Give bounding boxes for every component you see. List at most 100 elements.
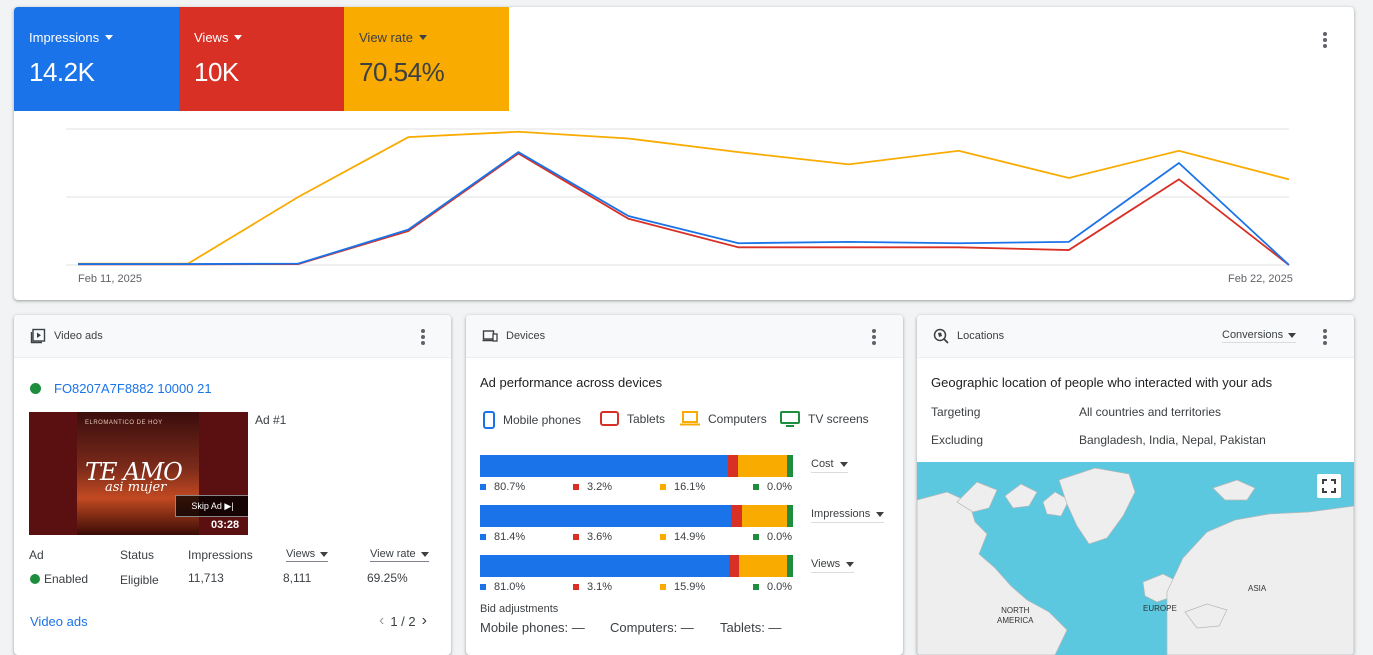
video-ads-link[interactable]: Video ads [30,614,88,629]
chevron-left-icon[interactable]: ‹ [379,612,385,629]
device-percent: 3.2% [573,481,612,493]
chevron-right-icon[interactable]: › [421,612,427,629]
views-sort-header[interactable]: Views [286,548,329,562]
device-percent: 3.6% [573,531,612,543]
device-bar-views [480,555,793,577]
device-percent: 0.0% [753,531,792,543]
more-options-icon[interactable] [1315,324,1335,348]
fullscreen-button[interactable] [1317,474,1341,498]
dropdown-value: Impressions [811,508,871,520]
view-rate-metric-tab[interactable]: View rate 70.54% [344,7,509,111]
devices-heading: Ad performance across devices [480,375,663,390]
overview-card: Impressions 14.2K Views 10K View rate 70… [14,7,1354,300]
pager: ‹ 1 / 2 › [379,612,427,630]
status-dot-icon [30,383,41,394]
locations-card: Locations Conversions Geographic locatio… [917,315,1354,655]
bar-segment-mobile-phone [480,505,731,527]
device-percent: 3.1% [573,581,612,593]
metric-value: 70.54% [359,57,445,87]
device-bar-cost [480,455,793,477]
metric-label: Impressions [29,30,100,45]
more-options-icon[interactable] [413,324,433,348]
legend-square-icon [573,584,579,590]
locations-header: Locations Conversions [917,315,1354,358]
device-percent: 81.4% [480,531,525,543]
metric-dropdown-cost[interactable]: Cost [811,458,848,473]
series-line-views [78,152,1290,266]
fullscreen-icon [1322,479,1336,493]
world-map-land [917,467,1354,655]
dropdown-value: Cost [811,458,834,470]
caret-down-icon [846,561,855,567]
more-options-icon[interactable] [864,324,884,348]
series-line-view-rate [78,130,1290,265]
percent-value: 15.9% [674,581,706,593]
metric-dropdown-impressions[interactable]: Impressions [811,508,885,523]
bid-computers: Computers: — [610,620,694,635]
percent-value: 3.2% [587,481,613,493]
location-search-icon [933,328,949,344]
metric-value: 14.2K [29,57,95,87]
x-axis-start-date: Feb 11, 2025 [78,273,143,285]
caret-down-icon [320,551,329,557]
more-options-icon[interactable] [1315,27,1335,51]
conversions-dropdown[interactable]: Conversions [1222,329,1297,343]
device-percent: 0.0% [753,481,792,493]
series-line-impressions [78,151,1290,266]
legend-square-icon [660,534,666,540]
map-label-asia: ASIA [1248,584,1267,593]
view-rate-sort-header[interactable]: View rate [370,548,429,562]
legend-square-icon [573,534,579,540]
legend-square-icon [573,484,579,490]
pager-text: 1 / 2 [390,613,416,629]
legend-square-icon [660,484,666,490]
video-library-icon [30,328,46,344]
percent-value: 81.0% [494,581,526,593]
legend-tv-screens: TV screens [780,411,869,427]
performance-line-chart [66,128,1290,266]
column-header-impressions: Impressions [188,548,253,562]
thumbnail-subtitle: asi mujer [105,480,167,495]
map-label-europe: EUROPE [1143,604,1177,613]
ad-thumbnail[interactable]: ELROMANTICO DE HOY TE AMO asi mujer Skip… [29,412,248,535]
devices-icon [482,330,498,342]
bar-segment-tv [787,555,793,577]
locations-heading: Geographic location of people who intera… [931,375,1273,390]
column-header-ad: Ad [29,548,44,562]
excluding-label: Excluding [931,433,984,447]
bar-segment-computer [741,505,788,527]
ad-state-value[interactable]: Enabled [44,572,89,586]
ad-id-link[interactable]: FO8207A7F8882 10000 21 [54,381,212,396]
legend-square-icon [753,584,759,590]
bar-segment-computer [737,455,788,477]
targeting-label: Targeting [931,405,981,419]
column-header-status: Status [120,548,155,562]
enabled-dot-icon [30,574,40,584]
skip-ad-button: Skip Ad ▶| [175,495,248,517]
metric-dropdown-views[interactable]: Views [811,558,855,573]
bar-segment-tablet [729,555,739,577]
metric-label: Views [194,30,229,45]
legend-tablets: Tablets [600,411,665,426]
panel-title: Video ads [54,330,103,342]
computer-icon [680,411,700,426]
dropdown-value: Conversions [1222,329,1284,341]
mobile-phone-icon [483,411,495,429]
legend-square-icon [753,534,759,540]
bar-segment-mobile-phone [480,555,730,577]
bar-segment-tablet [728,455,738,477]
legend-label: Computers [708,411,767,426]
device-percent: 81.0% [480,581,525,593]
bid-adjustments-label: Bid adjustments [480,603,559,615]
metric-value: 10K [194,57,239,87]
views-value: 8,111 [283,571,312,585]
legend-computers: Computers [680,411,767,426]
device-percent: 15.9% [660,581,705,593]
views-metric-tab[interactable]: Views 10K [179,7,344,111]
legend-square-icon [480,584,486,590]
video-ads-header: Video ads [14,315,451,358]
world-map[interactable]: NORTH AMERICA EUROPE ASIA [917,462,1354,655]
device-percent: 80.7% [480,481,525,493]
impressions-metric-tab[interactable]: Impressions 14.2K [14,7,179,111]
percent-value: 0.0% [767,581,793,593]
